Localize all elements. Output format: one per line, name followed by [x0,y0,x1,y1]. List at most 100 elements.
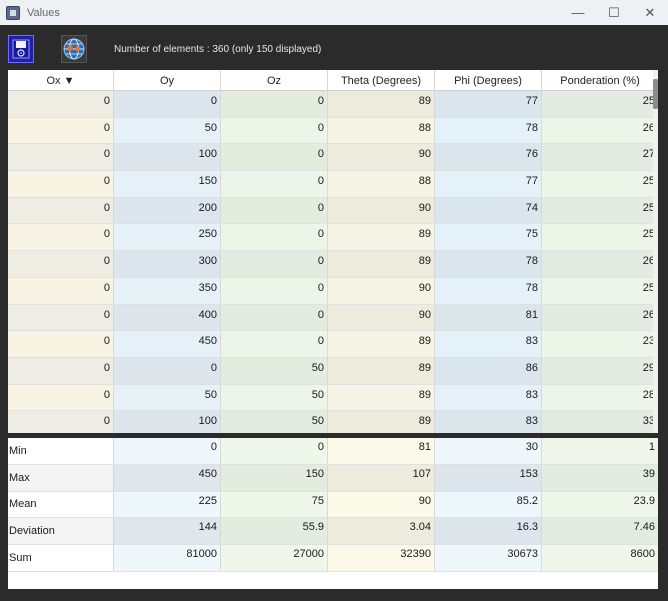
table-cell-oy[interactable]: 50 [114,384,221,411]
table-cell-oz[interactable]: 0 [221,197,328,224]
table-cell-phi[interactable]: 83 [435,331,542,357]
table-cell-ox[interactable]: 0 [8,277,114,304]
table-cell-ponderation[interactable]: 26 [542,117,658,144]
table-cell-phi[interactable]: 77 [435,91,542,117]
minimize-button[interactable]: — [571,5,585,20]
table-cell-ponderation[interactable]: 25 [542,197,658,224]
table-cell-oy[interactable]: 50 [114,117,221,144]
table-cell-ox[interactable]: 0 [8,197,114,224]
table-cell-oy[interactable]: 250 [114,224,221,251]
table-cell-oz[interactable]: 0 [221,224,328,251]
table-row[interactable]: 0 250 0 89 75 25 [8,224,658,252]
table-cell-phi[interactable]: 86 [435,357,542,384]
table-cell-oy[interactable]: 450 [114,331,221,357]
table-row[interactable]: 0 100 0 90 76 27 [8,144,658,172]
table-cell-oz[interactable]: 0 [221,117,328,144]
table-cell-ox[interactable]: 0 [8,91,114,117]
table-cell-phi[interactable]: 78 [435,277,542,304]
table-cell-oz[interactable]: 0 [221,171,328,197]
table-cell-ox[interactable]: 0 [8,331,114,357]
table-row[interactable]: 0 0 0 89 77 25 [8,91,658,118]
table-cell-ponderation[interactable]: 27 [542,144,658,171]
table-cell-oz[interactable]: 0 [221,304,328,331]
table-cell-theta[interactable]: 90 [328,277,435,304]
table-cell-phi[interactable]: 78 [435,251,542,277]
table-cell-theta[interactable]: 89 [328,251,435,277]
table-cell-phi[interactable]: 74 [435,197,542,224]
table-cell-ponderation[interactable]: 28 [542,384,658,411]
table-cell-theta[interactable]: 88 [328,117,435,144]
table-cell-ponderation[interactable]: 25 [542,277,658,304]
save-button[interactable] [8,35,34,63]
table-row[interactable]: 0 50 0 88 78 26 [8,117,658,145]
globe-button[interactable] [61,35,87,63]
table-cell-phi[interactable]: 83 [435,384,542,411]
table-cell-oz[interactable]: 0 [221,91,328,117]
table-cell-ox[interactable]: 0 [8,251,114,277]
table-cell-ox[interactable]: 0 [8,357,114,384]
table-cell-ox[interactable]: 0 [8,304,114,331]
table-cell-ox[interactable]: 0 [8,117,114,144]
column-header-oy[interactable]: Oy [114,70,221,91]
table-row[interactable]: 0 350 0 90 78 25 [8,277,658,305]
table-cell-oy[interactable]: 100 [114,411,221,433]
table-cell-oy[interactable]: 0 [114,357,221,384]
table-cell-oy[interactable]: 150 [114,171,221,197]
table-cell-oy[interactable]: 100 [114,144,221,171]
table-cell-oz[interactable]: 0 [221,331,328,357]
table-cell-oz[interactable]: 50 [221,384,328,411]
column-header-ponderation[interactable]: Ponderation (%) [560,74,640,87]
table-cell-oz[interactable]: 0 [221,144,328,171]
table-cell-theta[interactable]: 89 [328,411,435,433]
table-cell-ponderation[interactable]: 26 [542,251,658,277]
table-cell-phi[interactable]: 77 [435,171,542,197]
table-cell-oy[interactable]: 300 [114,251,221,277]
table-cell-ponderation[interactable]: 29 [542,357,658,384]
table-cell-ponderation[interactable]: 25 [542,171,658,197]
table-cell-ox[interactable]: 0 [8,171,114,197]
table-cell-theta[interactable]: 90 [328,304,435,331]
table-row[interactable]: 0 100 50 89 83 33 [8,411,658,433]
column-header-theta[interactable]: Theta (Degrees) [328,70,435,91]
table-cell-oy[interactable]: 0 [114,91,221,117]
table-cell-ox[interactable]: 0 [8,144,114,171]
column-header-phi[interactable]: Phi (Degrees) [435,70,542,91]
table-cell-phi[interactable]: 83 [435,411,542,433]
table-row[interactable]: 0 300 0 89 78 26 [8,251,658,278]
table-cell-oy[interactable]: 200 [114,197,221,224]
table-cell-theta[interactable]: 89 [328,357,435,384]
table-cell-phi[interactable]: 75 [435,224,542,251]
scrollbar-thumb[interactable] [653,79,658,109]
table-cell-theta[interactable]: 89 [328,224,435,251]
table-row[interactable]: 0 400 0 90 81 26 [8,304,658,332]
maximize-button[interactable]: ☐ [608,4,620,20]
table-cell-theta[interactable]: 88 [328,171,435,197]
table-cell-phi[interactable]: 76 [435,144,542,171]
column-header-ox[interactable]: Ox ▼ [8,70,114,91]
table-row[interactable]: 0 450 0 89 83 23 [8,331,658,358]
table-cell-ponderation[interactable]: 25 [542,224,658,251]
table-cell-ponderation[interactable]: 26 [542,304,658,331]
column-header-oz[interactable]: Oz [221,70,328,91]
table-cell-theta[interactable]: 90 [328,144,435,171]
table-cell-ox[interactable]: 0 [8,411,114,433]
table-row[interactable]: 0 0 50 89 86 29 [8,357,658,385]
table-cell-oy[interactable]: 400 [114,304,221,331]
table-cell-phi[interactable]: 78 [435,117,542,144]
table-cell-ponderation[interactable]: 23 [542,331,658,357]
close-button[interactable]: ✕ [644,4,656,20]
table-cell-theta[interactable]: 89 [328,384,435,411]
table-cell-ox[interactable]: 0 [8,224,114,251]
vertical-scrollbar[interactable] [653,70,658,433]
table-row[interactable]: 0 150 0 88 77 25 [8,171,658,198]
table-cell-phi[interactable]: 81 [435,304,542,331]
table-cell-oz[interactable]: 50 [221,411,328,433]
table-cell-theta[interactable]: 90 [328,197,435,224]
table-cell-ponderation[interactable]: 25 [542,91,658,117]
table-cell-ox[interactable]: 0 [8,384,114,411]
table-cell-oz[interactable]: 0 [221,277,328,304]
table-cell-theta[interactable]: 89 [328,91,435,117]
table-row[interactable]: 0 50 50 89 83 28 [8,384,658,412]
table-cell-oy[interactable]: 350 [114,277,221,304]
table-cell-theta[interactable]: 89 [328,331,435,357]
